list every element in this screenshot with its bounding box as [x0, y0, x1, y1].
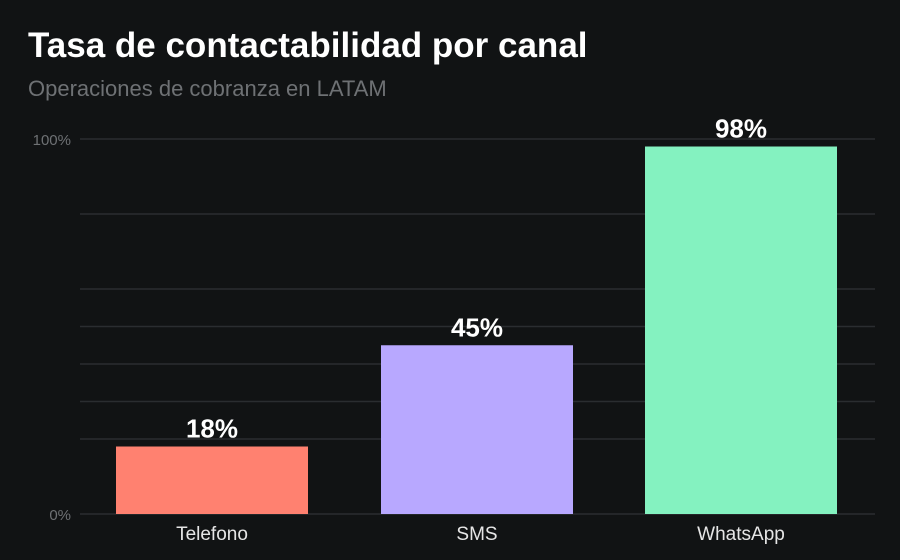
bar-whatsapp	[645, 146, 837, 514]
x-tick-label: WhatsApp	[697, 524, 785, 545]
chart-title: Tasa de contactabilidad por canal	[28, 26, 588, 65]
y-tick-label: 0%	[49, 507, 71, 524]
data-label: 18%	[186, 414, 238, 444]
data-label: 98%	[715, 114, 767, 144]
data-label: 45%	[451, 312, 503, 342]
chart-subtitle: Operaciones de cobranza en LATAM	[28, 76, 387, 101]
x-tick-label: SMS	[456, 524, 497, 545]
x-tick-label: Telefono	[176, 524, 248, 545]
bar-telefono	[116, 446, 308, 514]
y-tick-label: 100%	[33, 132, 71, 149]
bar-sms	[381, 345, 573, 514]
